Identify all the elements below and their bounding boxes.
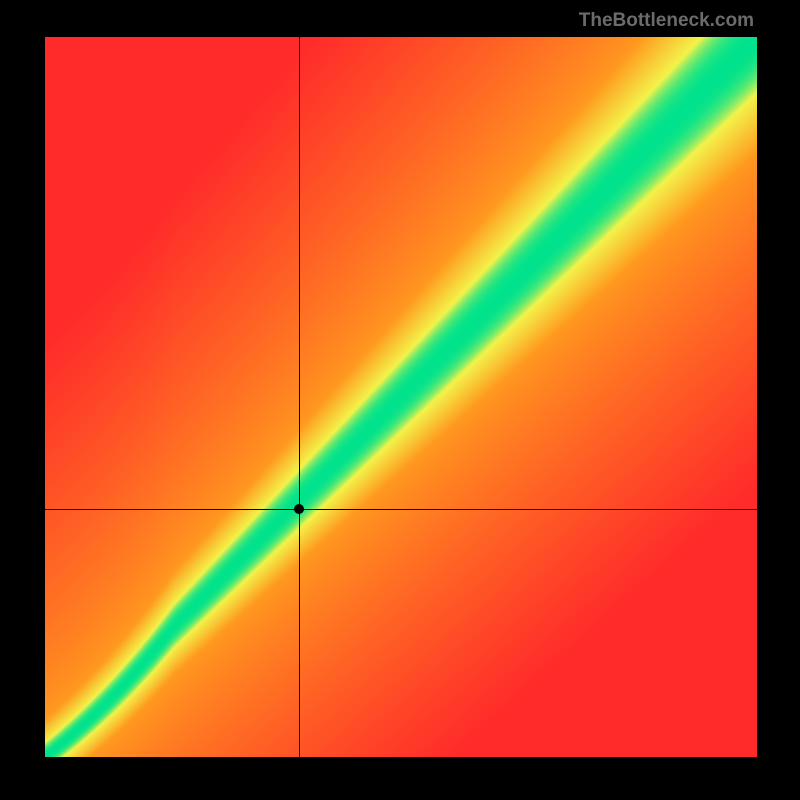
heatmap-canvas	[45, 37, 757, 757]
crosshair-vertical	[299, 37, 300, 757]
watermark-text: TheBottleneck.com	[579, 10, 754, 32]
selection-marker	[294, 504, 304, 514]
crosshair-horizontal	[45, 509, 757, 510]
bottleneck-heatmap	[45, 37, 757, 757]
